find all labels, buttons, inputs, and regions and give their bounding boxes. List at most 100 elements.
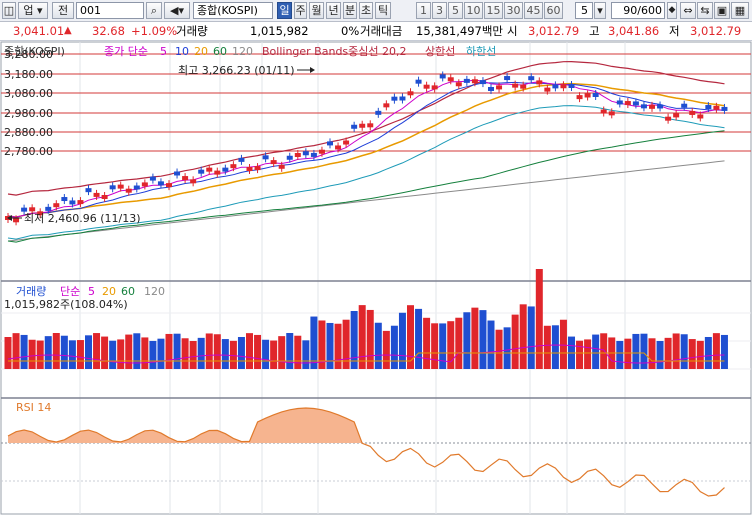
- speaker-icon[interactable]: ◀▾: [164, 2, 190, 19]
- candle-body: [423, 84, 430, 89]
- magnifier-icon[interactable]: ⌕: [146, 2, 162, 19]
- save-icon[interactable]: ▣: [714, 2, 730, 19]
- interval-button[interactable]: 1: [416, 2, 431, 19]
- legend-upper: 상한선: [425, 45, 455, 58]
- bollinger-lower-line: [7, 105, 725, 240]
- chart-menu-icon[interactable]: ◫: [2, 2, 16, 19]
- period-button[interactable]: 초: [359, 2, 373, 19]
- candle-body: [375, 110, 382, 115]
- volume-bar: [286, 333, 294, 369]
- volume-panel: [4, 269, 728, 369]
- candle-body: [479, 80, 486, 85]
- volume-legend: 거래량 단순 5 20 60 120 1,015,982주(108.04%): [4, 285, 165, 311]
- volume-bar: [334, 323, 342, 369]
- interval-button[interactable]: 3: [432, 2, 447, 19]
- interval-button[interactable]: 5: [448, 2, 463, 19]
- volume-bar: [93, 333, 101, 369]
- zoom-fit-icon[interactable]: ⇔: [680, 2, 696, 19]
- interval-button[interactable]: 45: [524, 2, 543, 19]
- interval-button[interactable]: 15: [484, 2, 503, 19]
- price-change: 32.68: [92, 24, 125, 38]
- candle-body: [681, 103, 688, 108]
- candle-body: [157, 181, 164, 186]
- interval-button[interactable]: 30: [504, 2, 523, 19]
- candle-body: [190, 179, 197, 184]
- volume-bar: [495, 329, 503, 369]
- ma10-line: [7, 81, 725, 218]
- low-label: 저: [669, 24, 680, 38]
- legend-index: 종합(KOSPI): [4, 45, 65, 58]
- candle-body: [528, 76, 535, 81]
- code-input[interactable]: 001: [76, 2, 144, 19]
- volume-bar: [229, 340, 237, 369]
- period-button[interactable]: 일: [277, 2, 292, 19]
- stock-chart[interactable]: 종합(KOSPI) 종가 단순 5 10 20 60 120 Bollinger…: [0, 41, 752, 515]
- volume-bar: [455, 317, 463, 369]
- candle-body: [649, 104, 655, 109]
- candle-body: [109, 185, 116, 190]
- period-button[interactable]: 틱: [375, 2, 391, 19]
- volume-bar: [85, 335, 92, 369]
- count-field[interactable]: 90/600: [611, 2, 665, 19]
- volume-bar: [197, 337, 205, 369]
- chart-frame: [0, 41, 752, 515]
- period-button[interactable]: 월: [309, 2, 324, 19]
- volume-bar: [519, 304, 527, 369]
- candle-body: [149, 176, 156, 181]
- volume-bar: [632, 333, 640, 369]
- volume-bar: [592, 334, 600, 369]
- ma60-line: [7, 130, 725, 243]
- candle-body: [568, 84, 575, 89]
- volume-bar: [12, 333, 20, 369]
- volume-bar: [36, 340, 44, 369]
- volume-bar: [52, 333, 60, 369]
- volume-bar: [205, 333, 213, 369]
- volume-bar: [447, 321, 455, 369]
- rsi-title: RSI 14: [16, 401, 51, 414]
- volume-bar: [101, 336, 109, 369]
- settings-icon[interactable]: ▦: [731, 2, 749, 19]
- candle-body: [657, 104, 664, 109]
- price-axis-labels: 3,280.00 3,180.00 3,080.00 2,980.00 2,880.00…: [4, 48, 53, 158]
- candle-body: [29, 207, 36, 212]
- volume-bar: [704, 336, 712, 369]
- legend-ma-label: 종가 단순: [104, 45, 148, 58]
- candle-body: [77, 200, 84, 205]
- rsi-line: [7, 407, 725, 497]
- candle-body: [327, 141, 333, 146]
- period-button[interactable]: 분: [343, 2, 357, 19]
- volume-bar: [189, 340, 197, 369]
- candle-body: [101, 194, 108, 199]
- volume-bar: [294, 335, 302, 369]
- count-spin-icon[interactable]: ◆: [667, 2, 677, 19]
- high-value: 3,041.86: [608, 24, 660, 38]
- volume-bar: [76, 340, 84, 369]
- index-name-field[interactable]: 종합(KOSPI): [193, 2, 273, 19]
- candle-body: [391, 96, 398, 101]
- price-axis-label: 3,280.00: [4, 48, 53, 61]
- price-change-pct: +1.09%: [131, 24, 178, 38]
- candle-body: [133, 185, 140, 190]
- volume-bar: [415, 308, 423, 369]
- interval-value-field[interactable]: 5: [575, 2, 593, 19]
- candle-body: [383, 103, 390, 108]
- period-button[interactable]: 주: [294, 2, 307, 19]
- amount-value: 15,381,497백만: [416, 24, 504, 38]
- market-type-dropdown[interactable]: 업 ▾: [18, 2, 48, 19]
- candle-body: [270, 160, 277, 165]
- candle-body: [343, 140, 350, 145]
- chevron-down-icon[interactable]: ▾: [594, 2, 606, 19]
- period-button[interactable]: 년: [326, 2, 341, 19]
- price-axis-label: 2,780.00: [4, 145, 53, 158]
- prev-button[interactable]: 전: [52, 2, 74, 19]
- candle-body: [61, 197, 68, 202]
- mark-icon[interactable]: ⇆: [697, 2, 713, 19]
- candle-body: [471, 79, 478, 84]
- candle-body: [45, 206, 52, 211]
- interval-button[interactable]: 10: [464, 2, 483, 19]
- volume-bar: [109, 340, 117, 369]
- volume-bar: [270, 340, 278, 369]
- interval-button[interactable]: 60: [544, 2, 563, 19]
- volume-bar: [527, 306, 535, 369]
